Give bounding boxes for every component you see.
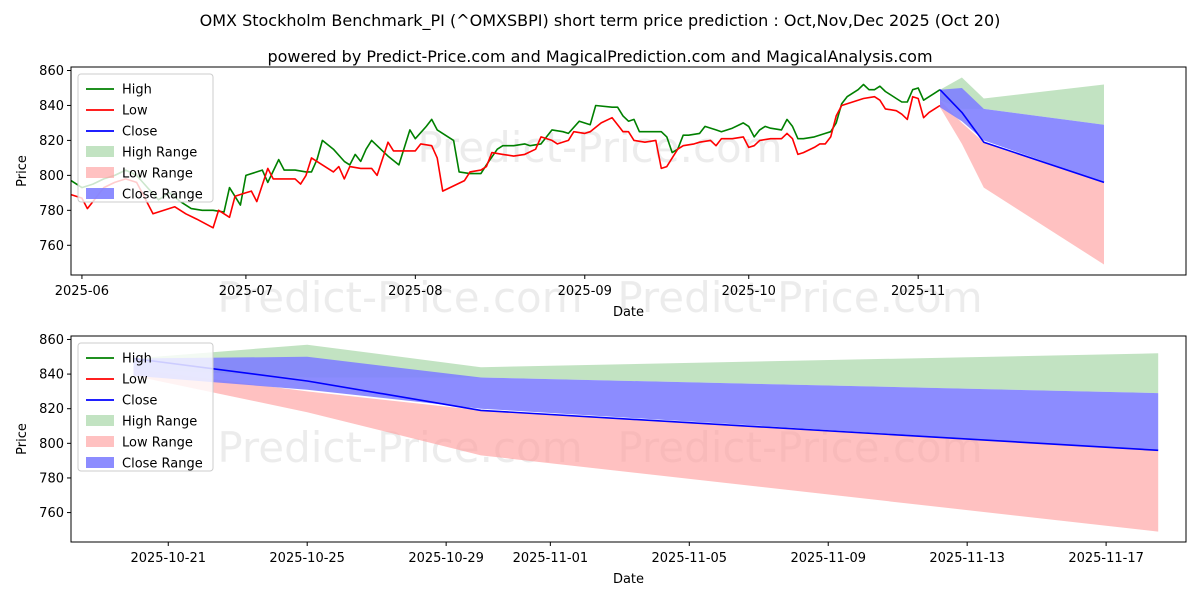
bottom-chart-legend-swatch bbox=[86, 415, 114, 426]
top-chart-legend-label: Low Range bbox=[122, 167, 193, 182]
top-chart-legend-label: Close bbox=[122, 125, 157, 140]
bottom-chart-y-tick-label: 780 bbox=[39, 471, 64, 486]
top-chart-low-line bbox=[70, 95, 941, 229]
bottom-chart-legend-label: Close bbox=[122, 394, 157, 409]
bottom-chart-x-axis-label: Date bbox=[613, 572, 644, 587]
bottom-chart-legend-label: Low bbox=[122, 373, 148, 388]
top-chart-legend-label: Close Range bbox=[122, 188, 203, 203]
top-chart-watermark: Predict-Price.com bbox=[217, 273, 582, 322]
bottom-chart-close-range-area bbox=[133, 356, 1159, 451]
top-chart-axes-frame bbox=[70, 66, 1187, 276]
bottom-chart-legend-label: Low Range bbox=[122, 436, 193, 451]
bottom-chart-y-tick-label: 860 bbox=[39, 333, 64, 348]
top-chart-y-tick-label: 780 bbox=[39, 204, 64, 219]
top-chart-y-axis-label: Price bbox=[15, 155, 30, 187]
bottom-chart-axes-frame bbox=[70, 335, 1187, 543]
top-chart-y-tick-label: 800 bbox=[39, 169, 64, 184]
top-chart-legend-label: High Range bbox=[122, 146, 197, 161]
bottom-chart-y-tick-label: 800 bbox=[39, 437, 64, 452]
bottom-chart-x-tick-label: 2025-11-13 bbox=[929, 551, 1005, 566]
bottom-chart-high-range-area bbox=[133, 344, 1159, 394]
top-chart-y-tick-label: 760 bbox=[39, 239, 64, 254]
bottom-chart-legend-swatch bbox=[86, 436, 114, 447]
top-chart-legend-swatch bbox=[86, 146, 114, 157]
bottom-chart-x-tick-label: 2025-11-05 bbox=[652, 551, 728, 566]
bottom-chart-x-tick-label: 2025-11-01 bbox=[513, 551, 589, 566]
top-chart-x-tick-label: 2025-08 bbox=[388, 284, 442, 299]
chart-title: OMX Stockholm Benchmark_PI (^OMXSBPI) sh… bbox=[200, 11, 1001, 31]
top-chart-x-tick-label: 2025-09 bbox=[558, 284, 612, 299]
bottom-chart-low-range-area bbox=[133, 368, 1159, 532]
top-chart-x-axis-label: Date bbox=[613, 305, 644, 320]
bottom-chart-y-axis-label: Price bbox=[15, 423, 30, 455]
bottom-chart-legend-label: Close Range bbox=[122, 457, 203, 472]
top-chart-low-range-area bbox=[940, 100, 1104, 265]
bottom-chart-legend-label: High Range bbox=[122, 415, 197, 430]
top-chart-x-tick-label: 2025-06 bbox=[55, 284, 109, 299]
top-chart-close-line bbox=[939, 89, 1105, 184]
bottom-chart-x-tick-label: 2025-11-09 bbox=[790, 551, 866, 566]
bottom-chart-y-tick-label: 840 bbox=[39, 368, 64, 383]
bottom-chart-x-tick-label: 2025-10-25 bbox=[269, 551, 345, 566]
top-chart-watermark: Predict-Price.com bbox=[617, 273, 982, 322]
top-chart-x-tick-label: 2025-10 bbox=[722, 284, 776, 299]
top-chart-legend-label: Low bbox=[122, 104, 148, 119]
top-chart-y-tick-label: 840 bbox=[39, 99, 64, 114]
chart-subtitle: powered by Predict-Price.com and Magical… bbox=[267, 47, 932, 66]
top-chart-legend-label: High bbox=[122, 83, 152, 98]
bottom-chart-y-tick-label: 820 bbox=[39, 402, 64, 417]
top-chart-high-range-area bbox=[940, 77, 1104, 125]
top-chart-legend-swatch bbox=[86, 188, 114, 199]
bottom-chart-legend-label: High bbox=[122, 352, 152, 367]
top-chart-legend-swatch bbox=[86, 167, 114, 178]
bottom-chart-x-tick-label: 2025-10-21 bbox=[130, 551, 206, 566]
bottom-chart-legend-swatch bbox=[86, 457, 114, 468]
top-chart-y-tick-label: 860 bbox=[39, 64, 64, 79]
top-chart-x-tick-label: 2025-11 bbox=[891, 284, 945, 299]
bottom-chart-x-tick-label: 2025-10-29 bbox=[408, 551, 484, 566]
bottom-chart-x-tick-label: 2025-11-17 bbox=[1068, 551, 1144, 566]
top-chart-high-line bbox=[70, 83, 941, 213]
bottom-chart-panel: Predict-Price.comPredict-Price.com760780… bbox=[15, 333, 1187, 587]
bottom-chart-close-line bbox=[133, 357, 1159, 452]
top-chart-y-tick-label: 820 bbox=[39, 134, 64, 149]
bottom-chart-y-tick-label: 760 bbox=[39, 506, 64, 521]
top-chart-close-range-area bbox=[940, 88, 1104, 183]
top-chart-x-tick-label: 2025-07 bbox=[219, 284, 273, 299]
